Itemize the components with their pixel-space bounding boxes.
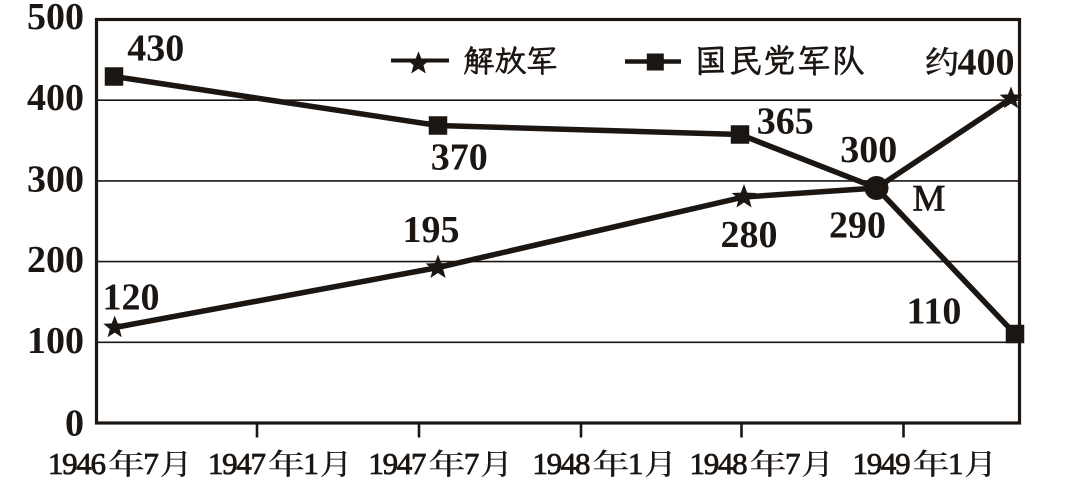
svg-text:280: 280: [721, 214, 778, 256]
svg-text:200: 200: [27, 239, 84, 281]
svg-text:1948: 1948: [532, 446, 590, 481]
svg-text:1: 1: [303, 446, 319, 481]
svg-text:365: 365: [757, 101, 814, 143]
svg-text:300: 300: [27, 158, 84, 200]
svg-text:290: 290: [829, 205, 886, 247]
svg-text:400: 400: [27, 77, 84, 119]
svg-text:1: 1: [628, 446, 644, 481]
svg-text:M: M: [913, 178, 946, 219]
svg-text:1947: 1947: [368, 446, 426, 481]
svg-text:300: 300: [840, 129, 897, 171]
svg-text:1948: 1948: [690, 446, 748, 481]
svg-text:430: 430: [127, 27, 184, 69]
svg-text:120: 120: [103, 277, 160, 319]
svg-text:0: 0: [65, 402, 84, 444]
svg-text:1946: 1946: [48, 446, 106, 481]
svg-text:500: 500: [27, 0, 84, 38]
svg-text:100: 100: [27, 320, 84, 362]
svg-text:195: 195: [403, 209, 460, 251]
svg-text:7: 7: [785, 446, 801, 481]
svg-text:7: 7: [143, 446, 159, 481]
svg-text:1949: 1949: [853, 446, 911, 481]
svg-text:400: 400: [958, 42, 1015, 84]
svg-text:110: 110: [907, 291, 962, 333]
svg-text:370: 370: [431, 137, 488, 179]
svg-text:1: 1: [948, 446, 964, 481]
svg-text:7: 7: [464, 446, 480, 481]
svg-text:1947: 1947: [208, 446, 266, 481]
